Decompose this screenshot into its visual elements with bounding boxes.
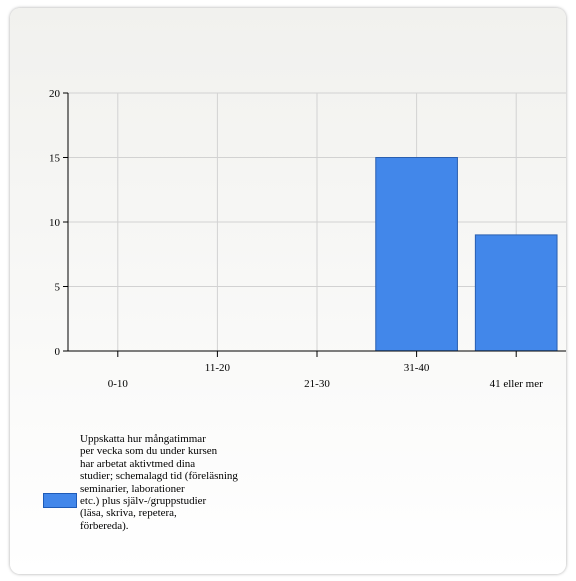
bar [375,157,458,352]
y-tick-label: 0 [55,346,61,358]
y-tick-label: 5 [55,282,61,294]
legend-label: Uppskatta hur mångatimmar per vecka som … [80,433,238,532]
y-tick-label: 15 [49,153,61,165]
bar-chart: 0 5 10 15 20 0-10 11-20 21-30 31-40 41 eller mer [49,88,566,390]
bars [375,157,558,352]
x-tick-label: 31-40 [404,362,430,374]
chart-panel: 0 5 10 15 20 0-10 11-20 21-30 31-40 41 eller mer… [10,8,566,574]
x-tick-label: 0-10 [108,378,129,390]
y-tick-label: 10 [49,217,61,229]
x-tick-label: 41 eller mer [490,378,543,390]
x-tick-label: 11-20 [205,362,231,374]
bar [474,234,558,352]
y-tick-label: 20 [49,88,61,100]
x-tick-label: 21-30 [304,378,330,390]
legend-swatch [43,493,77,508]
x-axis-ticks: 0-10 11-20 21-30 31-40 41 eller mer [108,351,543,390]
y-axis-ticks: 0 5 10 15 20 [49,88,68,358]
